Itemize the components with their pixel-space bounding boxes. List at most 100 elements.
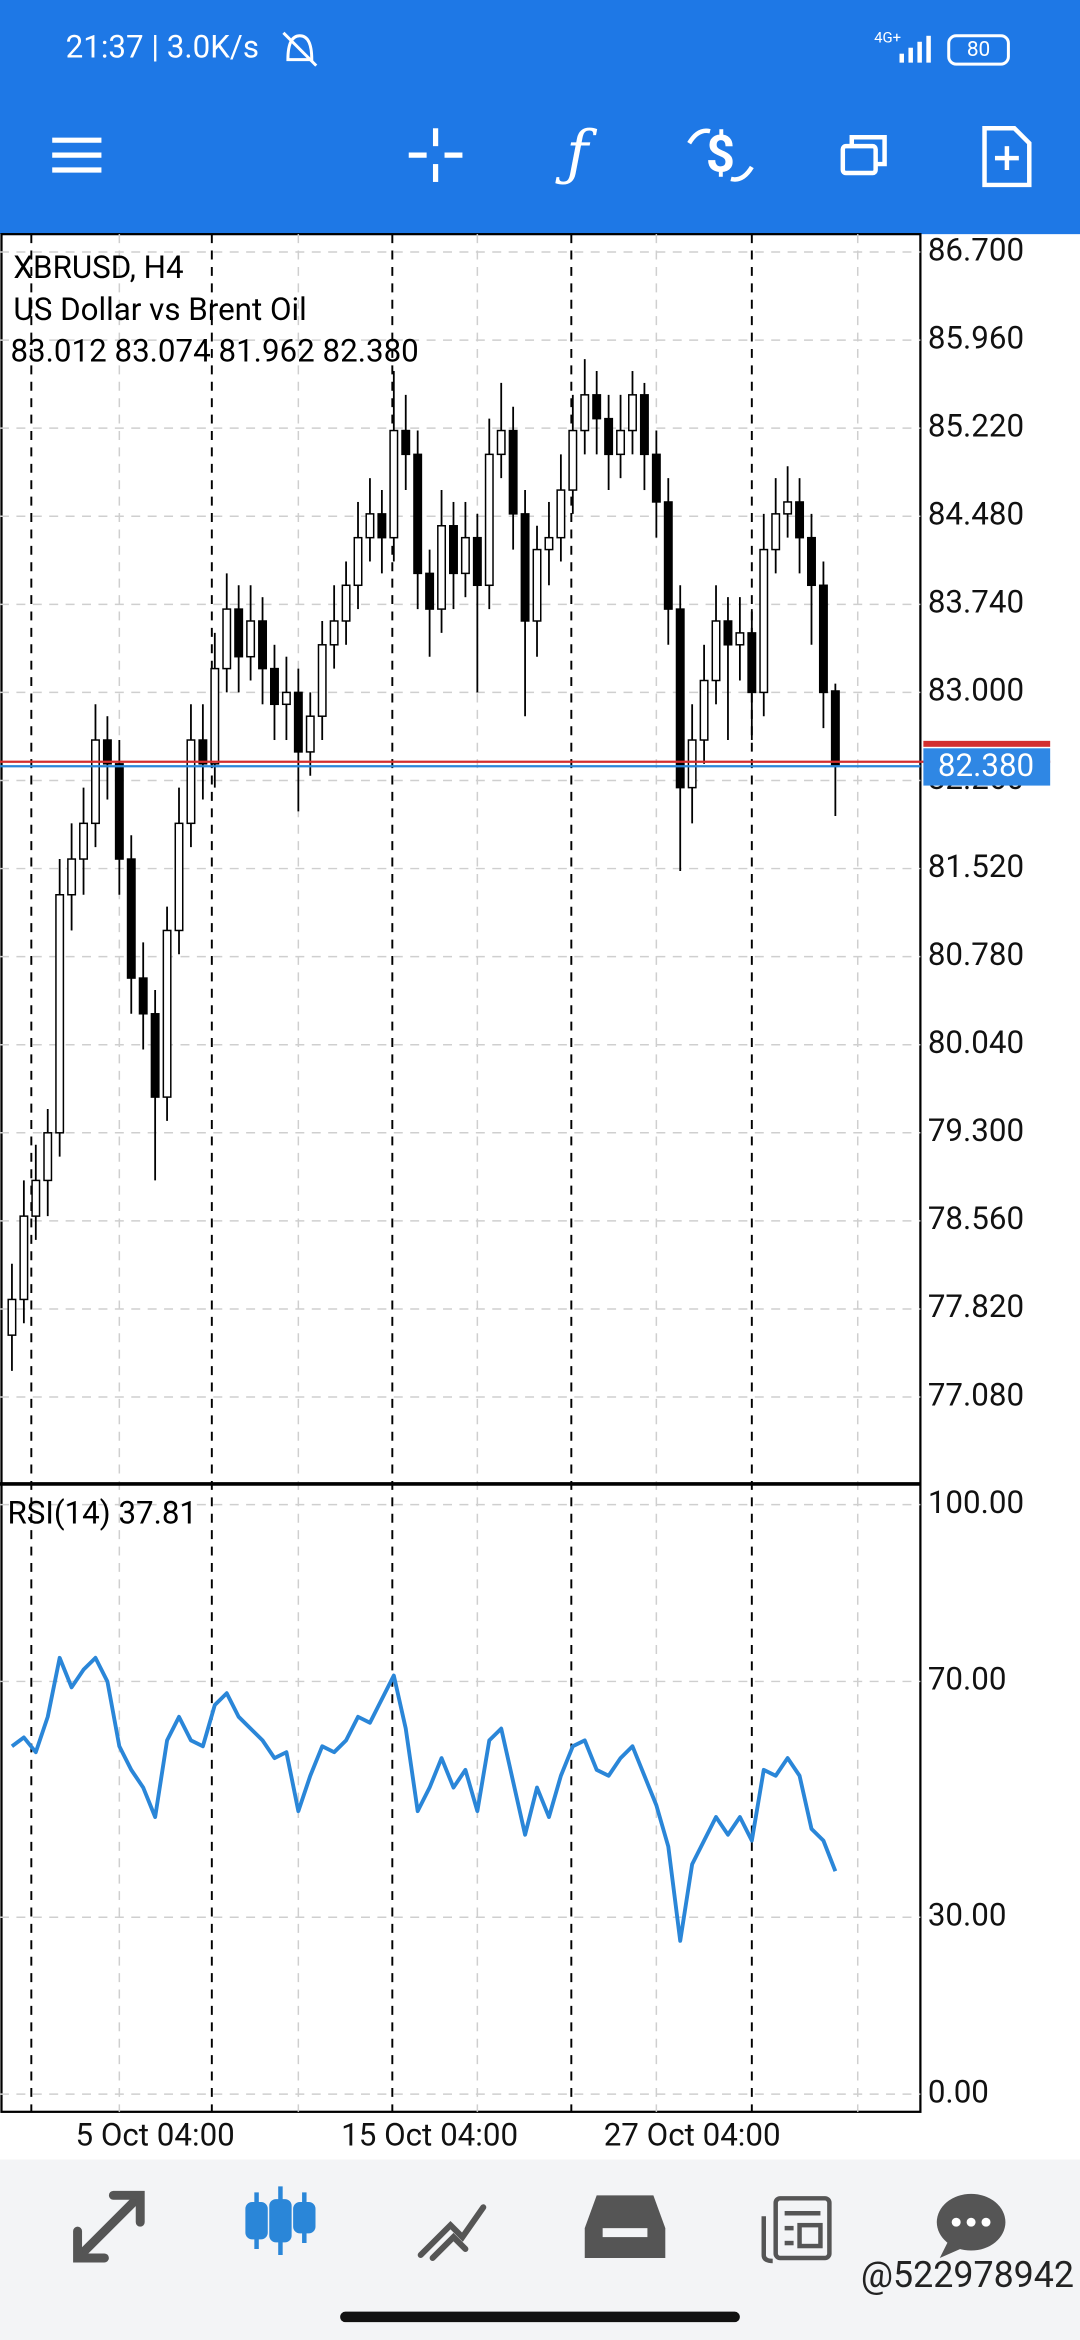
candle-body: [67, 858, 77, 896]
candle-body: [222, 608, 232, 670]
signal-icon: [899, 35, 931, 63]
candle-body: [604, 417, 614, 456]
candle-body: [592, 394, 602, 420]
candle-body: [55, 894, 65, 1134]
y-tick-label: 86.700: [928, 231, 1024, 268]
candle-body: [341, 584, 351, 622]
menu-button[interactable]: [52, 137, 102, 173]
price-tag-label: 82.380: [938, 747, 1034, 784]
candle-body: [771, 513, 781, 551]
y-tick-label: 77.080: [928, 1376, 1024, 1413]
symbol-title: XBRUSD, H4: [13, 249, 183, 286]
candle-body: [90, 739, 100, 825]
candle-body: [520, 513, 530, 622]
candle-body: [699, 679, 709, 741]
ohlc-readout: 83.012 83.074 81.962 82.380: [10, 333, 418, 370]
y-tick-label: 85.960: [928, 319, 1024, 356]
candle-body: [246, 620, 256, 658]
candle-body: [639, 394, 649, 456]
candle-body: [174, 822, 184, 932]
candle-body: [651, 453, 661, 503]
candle-body: [687, 739, 697, 789]
quotes-tab[interactable]: [73, 2190, 145, 2263]
candle-body: [389, 429, 399, 539]
candle-body: [544, 536, 554, 551]
candle-body: [293, 691, 303, 753]
ask-tag-edge: [923, 740, 1051, 747]
news-tab[interactable]: [761, 2196, 832, 2264]
home-indicator: [340, 2311, 740, 2323]
candle-body: [281, 691, 291, 706]
chart-tab[interactable]: [245, 2186, 316, 2255]
candle-body: [43, 1132, 53, 1182]
y-tick-label: 83.740: [928, 584, 1024, 621]
y-tick-label: 84.480: [928, 496, 1024, 533]
app-bar: [0, 0, 1080, 235]
candle-body: [317, 644, 327, 717]
crosshair-button[interactable]: [408, 128, 463, 182]
candle-body: [472, 536, 482, 587]
candle-body: [126, 858, 136, 979]
windows-button[interactable]: [840, 134, 887, 176]
candle-body: [568, 429, 578, 491]
candle-body: [210, 667, 220, 765]
y-tick-label: 79.300: [928, 1112, 1024, 1149]
candle-body: [747, 632, 757, 694]
price-tag: [923, 748, 1051, 786]
candle-body: [735, 632, 745, 646]
candle-body: [353, 536, 363, 587]
rsi-line: [10, 1655, 838, 1943]
candle-body: [830, 690, 840, 767]
battery-level: 80: [967, 38, 990, 62]
candle-body: [425, 572, 435, 610]
x-tick-label: 15 Oct 04:00: [341, 2116, 518, 2153]
y-tick-label: 81.520: [928, 848, 1024, 885]
y-tick-label: 85.220: [928, 407, 1024, 444]
battery-icon: [947, 34, 1010, 66]
candle-body: [102, 739, 112, 765]
new-order-button[interactable]: [982, 126, 1032, 188]
candle-body: [818, 584, 828, 694]
candle-body: [449, 525, 458, 575]
trade-button[interactable]: $: [687, 125, 754, 184]
candle-body: [138, 977, 148, 1015]
y-tick-label: 80.780: [928, 936, 1024, 973]
candle-body: [628, 394, 637, 432]
candle-body: [198, 739, 208, 765]
y-tick-label: 77.820: [928, 1288, 1024, 1325]
trade-tab[interactable]: [417, 2204, 487, 2261]
candle-body: [7, 1298, 17, 1336]
candle-body: [795, 501, 805, 539]
chat-tab[interactable]: [936, 2193, 1006, 2258]
candle-body: [460, 536, 470, 575]
candle-body: [31, 1179, 41, 1217]
watermark: @522978942: [861, 2254, 1074, 2296]
candle-body: [79, 822, 89, 860]
y-tick-label: 83.000: [928, 672, 1024, 709]
candle-body: [532, 548, 542, 622]
candle-body: [150, 1013, 160, 1098]
candle-body: [270, 667, 279, 706]
candle-body: [114, 763, 124, 860]
candle-body: [258, 620, 268, 670]
candle-body: [413, 453, 423, 575]
candle-body: [401, 429, 411, 456]
y-tick-label: 70.00: [928, 1661, 1007, 1698]
status-time: 21:37 | 3.0K/s: [66, 28, 259, 65]
candle-body: [783, 501, 793, 515]
y-tick-label: 100.00: [928, 1484, 1024, 1521]
candle-body: [556, 489, 566, 539]
rsi-title: RSI(14) 37.81: [7, 1495, 197, 1532]
candle-body: [759, 548, 769, 694]
svg-text:$: $: [706, 125, 735, 184]
candle-body: [19, 1215, 29, 1301]
x-tick-label: 27 Oct 04:00: [604, 2116, 781, 2153]
candle-body: [305, 715, 315, 753]
candle-body: [437, 525, 447, 610]
history-tab[interactable]: [584, 2195, 666, 2258]
candle-body: [365, 513, 375, 539]
period-separators: [30, 234, 753, 2112]
x-tick-label: 5 Oct 04:00: [75, 2116, 234, 2153]
